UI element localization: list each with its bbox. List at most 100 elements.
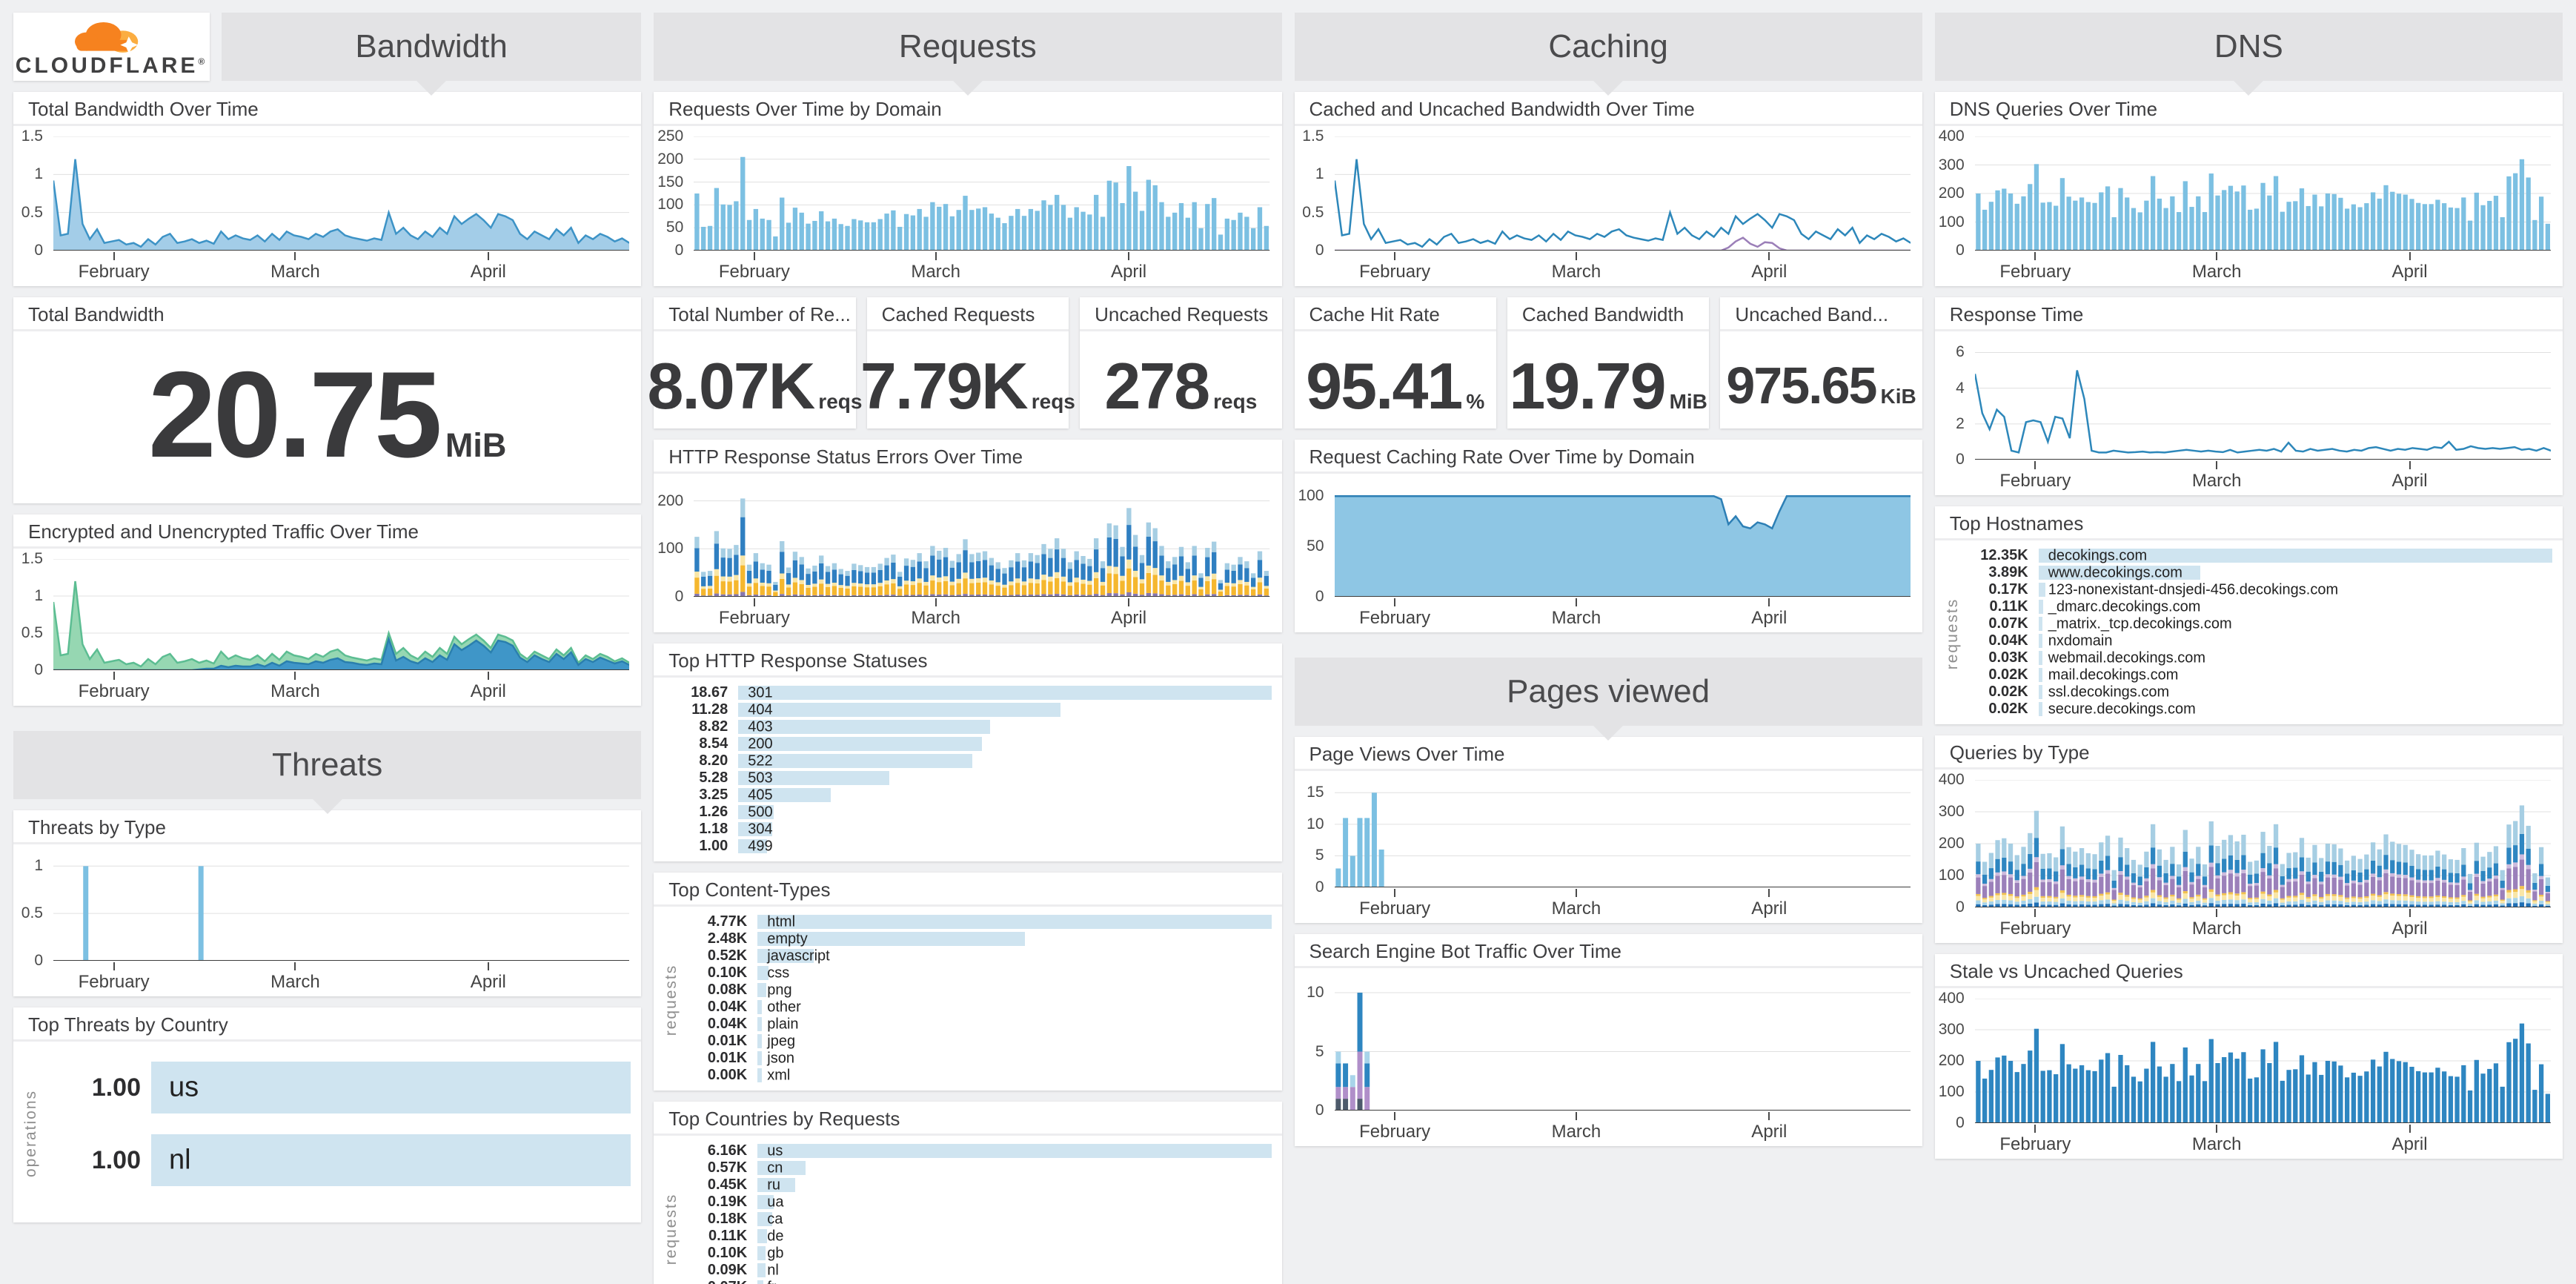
encrypted-traffic-chart[interactable]: 0 0.5 1 1.5 February March April (13, 549, 641, 706)
list-item-label: other (767, 999, 801, 1015)
list-item[interactable]: 0.01K jpeg (680, 1033, 1271, 1049)
list-item[interactable]: 0.52K javascript (680, 947, 1271, 964)
panel-title: Page Views Over Time (1294, 737, 1922, 771)
list-item[interactable]: 8.82 403 (661, 718, 1271, 735)
top-hostnames-list: requests 12.35K decokings.com 3.89K www.deco… (1935, 540, 2563, 724)
list-item[interactable]: 0.04K other (680, 999, 1271, 1015)
response-time-chart[interactable]: 0 2 4 6 February March April (1935, 331, 2563, 495)
y-axis-tick: 0.5 (1302, 203, 1324, 221)
list-item-value: 0.04K (1988, 632, 2028, 649)
list-item[interactable]: 3.89K www.decokings.com (1962, 564, 2552, 580)
list-item[interactable]: 8.20 522 (661, 752, 1271, 769)
list-item-label: 503 (748, 770, 773, 786)
list-item[interactable]: 0.18K ca (680, 1211, 1271, 1227)
panel-title: Request Caching Rate Over Time by Domain (1294, 440, 1922, 474)
list-item-bar (757, 1051, 762, 1065)
list-item[interactable]: 0.01K json (680, 1050, 1271, 1066)
list-item[interactable]: 0.02K ssl.decokings.com (1962, 684, 2552, 700)
list-item[interactable]: 0.11K de (680, 1228, 1271, 1244)
list-item[interactable]: 5.28 503 (661, 770, 1271, 786)
list-item[interactable]: 0.45K ru (680, 1177, 1271, 1193)
list-item[interactable]: 0.07K fr (680, 1279, 1271, 1284)
stale-uncached-chart[interactable]: 0 100 200 300 400 February March April (1935, 988, 2563, 1159)
list-item-value: 1.00 (699, 838, 728, 854)
list-item[interactable]: 0.19K ua (680, 1194, 1271, 1210)
list-item[interactable]: 1.00 499 (661, 838, 1271, 854)
x-axis-tick-mark (294, 252, 296, 260)
y-axis-tick: 400 (1938, 128, 1965, 145)
list-item[interactable]: 0.10K gb (680, 1245, 1271, 1261)
list-item[interactable]: 1.26 500 (661, 804, 1271, 820)
y-axis-tick: 0 (1956, 242, 1965, 259)
list-item[interactable]: 1.00 us (40, 1055, 631, 1120)
list-item-bar (757, 1000, 762, 1014)
list-item[interactable]: 0.07K _matrix._tcp.decokings.com (1962, 615, 2552, 632)
list-item[interactable]: 0.11K _dmarc.decokings.com (1962, 598, 2552, 615)
cloudflare-wordmark: CLOUDFLARE® (15, 53, 208, 78)
list-item[interactable]: 0.08K png (680, 982, 1271, 998)
list-item[interactable]: 0.04K plain (680, 1016, 1271, 1032)
http-errors-chart[interactable]: 0 100 200 February March April (654, 474, 1281, 632)
list-item-bar (757, 1195, 774, 1209)
list-axis-label: requests (663, 1193, 680, 1265)
list-item[interactable]: 6.16K us (680, 1142, 1272, 1159)
list-item-bar (757, 1034, 762, 1048)
list-item[interactable]: 0.10K css (680, 964, 1271, 981)
list-item[interactable]: 0.09K nl (680, 1262, 1271, 1278)
list-item-bar (2038, 702, 2043, 716)
total-bandwidth-over-time-chart[interactable]: 0 0.5 1 1.5 February March April (13, 126, 641, 286)
caching-rate-chart[interactable]: 0 50 100 February March April (1295, 474, 1922, 632)
cached-uncached-bandwidth-chart[interactable]: 0 0.5 1 1.5 February March April (1295, 126, 1922, 286)
x-axis-tick-mark (935, 252, 937, 260)
list-item-bar (738, 686, 1272, 700)
list-item[interactable]: 2.48K empty (680, 930, 1271, 947)
x-axis-tick-mark (2216, 1125, 2218, 1133)
list-item[interactable]: 0.17K 123-nonexistant-dnsjedi-456.decokin… (1962, 581, 2552, 598)
search-bots-chart[interactable]: 0 5 10 February March April (1295, 968, 1922, 1146)
list-item[interactable]: 8.54 200 (661, 735, 1271, 752)
list-item[interactable]: 18.67 301 (661, 684, 1272, 701)
list-item[interactable]: 0.57K cn (680, 1159, 1271, 1176)
list-item[interactable]: 0.00K xml (680, 1067, 1271, 1083)
list-item[interactable]: 1.00 nl (40, 1128, 631, 1193)
list-item-bar (738, 737, 982, 751)
list-item[interactable]: 4.77K html (680, 913, 1272, 930)
list-item-bar (757, 1017, 762, 1031)
requests-over-time-chart[interactable]: 0 50 100 150 200 250 February March April (654, 126, 1281, 286)
x-axis-tick: March (2191, 919, 2242, 939)
y-axis-tick: 0 (34, 952, 43, 969)
list-item[interactable]: 3.25 405 (661, 787, 1271, 803)
list-item-label: 500 (748, 804, 773, 820)
list-item-value: 0.11K (1989, 598, 2028, 615)
list-item-bar (757, 932, 1025, 946)
list-item-bar (738, 703, 1060, 717)
panel-title: Response Time (1934, 297, 2563, 331)
list-item[interactable]: 0.02K mail.decokings.com (1962, 666, 2552, 683)
y-axis-tick: 1 (34, 857, 43, 875)
x-axis-tick-mark (1768, 598, 1770, 606)
list-item[interactable]: 1.18 304 (661, 821, 1271, 837)
list-item[interactable]: 0.03K webmail.decokings.com (1962, 649, 2552, 666)
list-item[interactable]: 0.02K secure.decokings.com (1962, 701, 2552, 717)
list-item[interactable]: 11.28 404 (661, 701, 1271, 718)
x-axis-tick: April (470, 972, 506, 992)
list-item-label: plain (767, 1016, 799, 1032)
panel-caching-rate: Request Caching Rate Over Time by Domain… (1294, 440, 1922, 632)
cloudflare-logo[interactable]: CLOUDFLARE® (13, 13, 210, 81)
list-item-label: cn (767, 1159, 783, 1176)
dns-queries-chart[interactable]: 0 100 200 300 400 February March April (1935, 126, 2563, 286)
stat-title: Uncached Band... (1720, 297, 1922, 331)
x-axis-tick-mark (1394, 889, 1396, 897)
list-item-label: webmail.decokings.com (2048, 649, 2206, 666)
page-views-chart[interactable]: 0 5 10 15 February March April (1295, 771, 1922, 923)
x-axis-tick: April (2391, 471, 2428, 491)
list-item[interactable]: 12.35K decokings.com (1962, 547, 2552, 563)
y-axis-tick: 0 (34, 661, 43, 678)
list-item[interactable]: 0.04K nxdomain (1962, 632, 2552, 649)
panel-top-content-types: Top Content-Types requests 4.77K html 2.48K… (654, 873, 1282, 1091)
queries-by-type-chart[interactable]: 0 100 200 300 400 February March April (1935, 770, 2563, 943)
stat-card-total-requests: Total Number of Re... 8.07K reqs (647, 297, 862, 428)
threats-by-type-chart[interactable]: 0 0.5 1 February March April (13, 844, 641, 996)
section-header-bandwidth: Bandwidth (222, 13, 642, 81)
x-axis-tick: April (1111, 262, 1147, 282)
